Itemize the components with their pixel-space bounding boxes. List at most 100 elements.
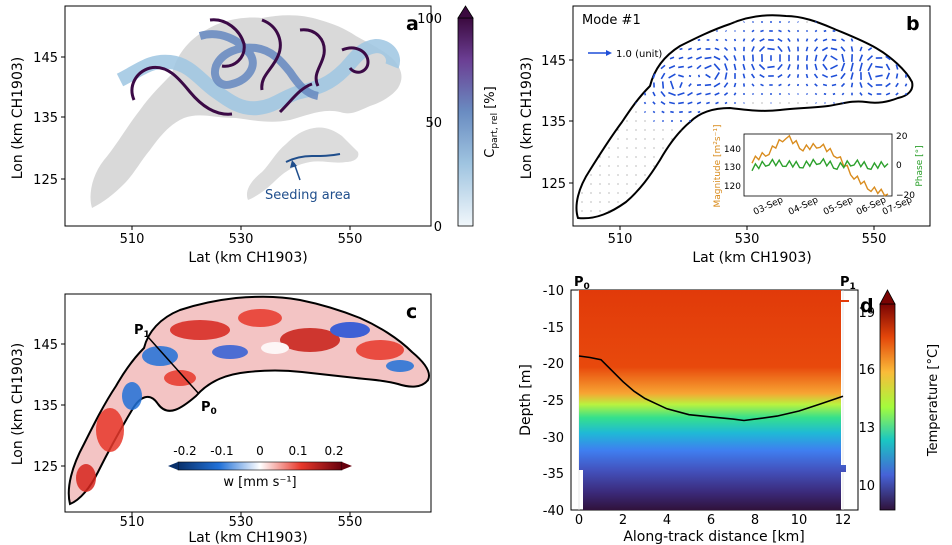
- panel-b-vector-arrow: [858, 54, 864, 62]
- panel-b-vector-arrow: [723, 55, 729, 61]
- panel-d-ytick: -15: [543, 321, 564, 336]
- panel-b-vector-arrow: [867, 62, 873, 72]
- panel-b-vector-arrow: [652, 73, 656, 79]
- panel-b-vector-arrow: [760, 83, 764, 87]
- panel-b-vector-arrow: [742, 73, 746, 79]
- panel-b-inset-ytick-left: 120: [724, 182, 741, 192]
- panel-b-ytick: 145: [541, 54, 566, 69]
- panel-b-vector-arrow: [787, 37, 791, 43]
- panel-b-vector-arrow: [814, 92, 818, 96]
- panel-b-vector-dot: [653, 165, 655, 167]
- panel-c-cbar-tick: -0.2: [173, 444, 196, 458]
- panel-b-vector-arrow: [850, 72, 854, 80]
- panel-b-vector-arrow: [840, 72, 846, 80]
- panel-a-ylabel: Lon (km CH1903): [10, 57, 26, 180]
- panel-b-vector-arrow: [840, 82, 846, 88]
- panel-b-inset-ytick-left: 130: [724, 163, 741, 173]
- panel-b-vector-arrow: [842, 102, 844, 104]
- panel-b-vector-arrow: [668, 73, 676, 79]
- panel-c-ytick: 135: [33, 399, 58, 414]
- panel-b-vector-arrow: [814, 63, 818, 71]
- panel-a-colorbar-ticks: 100 50 0: [417, 12, 442, 235]
- panel-b-vector-arrow: [751, 92, 755, 96]
- panel-d-cbar-tick: 16: [858, 363, 875, 378]
- panel-c-colorbar: [177, 461, 343, 471]
- panel-b-vector-dot: [734, 21, 736, 23]
- panel-b-vector-dot: [617, 138, 619, 140]
- panel-b-inset-ytick-right: 20: [896, 132, 908, 142]
- panel-b-vector-dot: [581, 210, 583, 212]
- panel-b-vector-arrow: [823, 29, 827, 33]
- panel-b-vector-dot: [635, 174, 637, 176]
- panel-b-vector-arrow: [704, 83, 712, 87]
- panel-b-vector-dot: [590, 174, 592, 176]
- panel-b-vector-dot: [644, 138, 646, 140]
- panel-c-cbar-tick: 0.2: [324, 444, 343, 458]
- panel-b-vector-arrow: [653, 120, 655, 122]
- panel-b-vector-arrow: [895, 92, 899, 96]
- panel-c-xtick: 550: [338, 515, 363, 530]
- panel-b-vector-arrow: [840, 38, 846, 42]
- panel-b-vector-arrow: [830, 74, 838, 78]
- panel-b-vector-arrow: [715, 38, 719, 42]
- panel-b-vector-arrow: [733, 55, 737, 61]
- panel-b-vector-arrow: [704, 56, 712, 60]
- panel-a-ytick: 125: [33, 173, 58, 188]
- panel-b-vector-dot: [608, 192, 610, 194]
- panel-b-vector-dot: [617, 156, 619, 158]
- panel-a-yticks: 145 135 125: [33, 51, 65, 188]
- panel-b-vector-dot: [608, 183, 610, 185]
- panel-b-vector-arrow: [867, 71, 873, 81]
- panel-b-vector-arrow: [696, 64, 702, 70]
- panel-b-vector-dot: [662, 147, 664, 149]
- panel-b-vector-dot: [617, 201, 619, 203]
- panel-b-vector-dot: [662, 138, 664, 140]
- panel-b-vector-arrow: [643, 101, 647, 105]
- panel-b-vector-arrow: [830, 64, 838, 70]
- panel-b-vector-arrow: [713, 63, 721, 71]
- panel-b-vector-dot: [626, 165, 628, 167]
- panel-b-vector-arrow: [678, 101, 684, 105]
- panel-b-vector-arrow: [751, 37, 755, 43]
- panel-b-lake-outline: [575, 14, 914, 220]
- panel-b-vector-arrow: [758, 63, 766, 71]
- panel-b-vector-arrow: [759, 38, 765, 42]
- panel-b-vector-dot: [644, 129, 646, 131]
- panel-b-vector-arrow: [714, 92, 720, 96]
- panel-b-vector-arrow: [678, 56, 684, 60]
- panel-d-colorbar-extend: [879, 289, 896, 305]
- panel-c-transect: [147, 336, 200, 395]
- panel-b-vector-dot: [599, 192, 601, 194]
- panel-b-vector-arrow: [751, 83, 755, 87]
- panel-b-vector-arrow: [815, 21, 817, 23]
- panel-b-xtick: 550: [862, 232, 887, 247]
- panel-b-vector-arrow: [688, 83, 692, 87]
- panel-b-vector-dot: [662, 129, 664, 131]
- panel-b-vector-dot: [635, 147, 637, 149]
- panel-b-vector-dot: [626, 192, 628, 194]
- panel-b-vector-arrow: [669, 56, 675, 60]
- panel-b-vector-arrow: [670, 110, 674, 114]
- panel-a-seed-line: [285, 153, 341, 163]
- panel-b-vector-arrow: [668, 65, 676, 69]
- panel-c-velocity-blobs: [76, 309, 414, 492]
- panel-c: P1 P0 c -0.2 -0.1 0 0.1 0.2 w [mm s⁻¹] 5…: [10, 293, 432, 545]
- panel-b-vector-dot: [680, 129, 682, 131]
- panel-b-vector-arrow: [895, 64, 899, 70]
- panel-b-vector-arrow: [669, 101, 675, 105]
- panel-b-vector-arrow: [813, 46, 819, 52]
- panel-b-vector-arrow: [777, 38, 783, 42]
- panel-b-vector-arrow: [831, 38, 837, 42]
- panel-b-vector-arrow: [725, 30, 727, 32]
- panel-b-vector-dot: [581, 192, 583, 194]
- panel-b-vector-arrow: [668, 91, 676, 97]
- panel-c-ytick: 145: [33, 338, 58, 353]
- panel-b-vector-arrow: [695, 56, 703, 60]
- panel-b-vector-dot: [779, 102, 781, 104]
- panel-c-colorbar-label: w [mm s⁻¹]: [223, 475, 296, 490]
- panel-b-vector-arrow: [661, 110, 665, 114]
- panel-b-vector-arrow: [840, 62, 846, 72]
- panel-a-cbar-tick: 100: [417, 12, 442, 27]
- panel-b-vector-arrow: [752, 20, 754, 24]
- panel-b-vector-arrow: [733, 92, 737, 96]
